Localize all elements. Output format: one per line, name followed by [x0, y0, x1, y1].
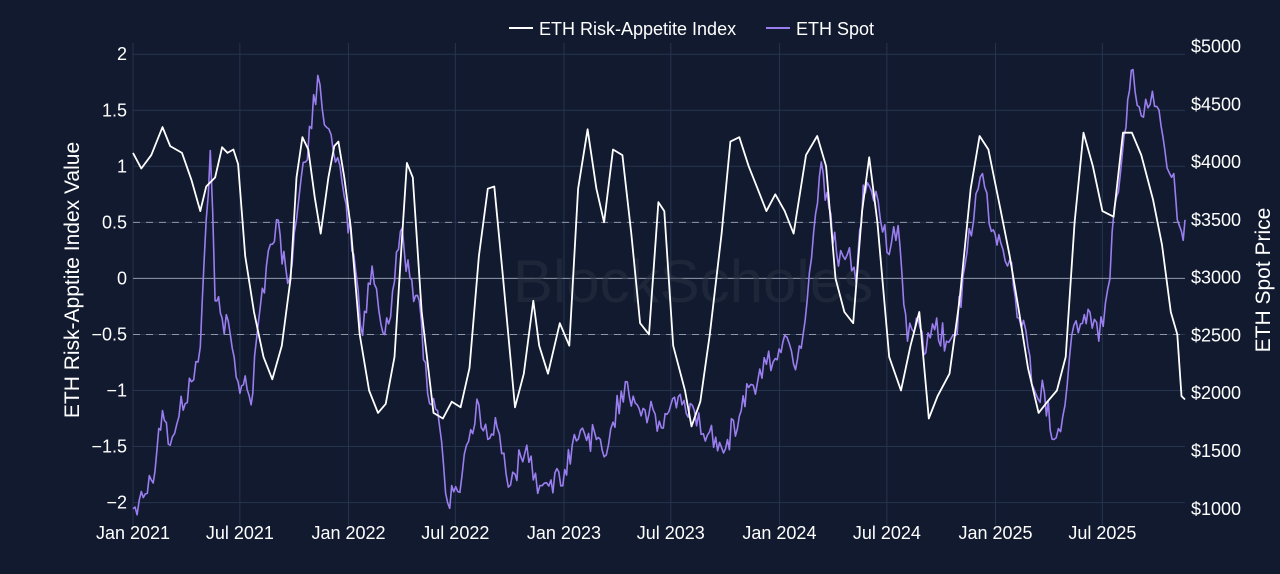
- right-tick-label: $2500: [1191, 325, 1241, 345]
- left-tick-label: −1.5: [91, 437, 127, 457]
- watermark: BlockScholes: [513, 248, 873, 315]
- legend: ETH Risk-Appetite Index ETH Spot: [509, 19, 874, 39]
- reference-lines: [133, 221, 1185, 335]
- left-tick-label: 1: [117, 156, 127, 176]
- left-tick-label: 1.5: [102, 100, 127, 120]
- left-tick-label: 0.5: [102, 212, 127, 232]
- right-tick-label: $3500: [1191, 210, 1241, 230]
- grid: [132, 43, 1185, 525]
- right-tick-label: $1000: [1191, 499, 1241, 519]
- x-axis-ticks: Jan 2021 Jul 2021 Jan 2022 Jul 2022 Jan 2023…: [96, 523, 1136, 543]
- x-tick-label: Jan 2022: [311, 523, 385, 543]
- x-tick-label: Jan 2023: [527, 523, 601, 543]
- right-tick-label: $4500: [1191, 94, 1241, 114]
- series-layer: [132, 68, 1186, 516]
- left-tick-label: −1: [106, 380, 127, 400]
- x-tick-label: Jul 2025: [1068, 523, 1136, 543]
- series-line-eth-spot[interactable]: [132, 68, 1186, 516]
- right-tick-label: $2000: [1191, 383, 1241, 403]
- left-tick-label: −2: [106, 493, 127, 513]
- x-tick-label: Jul 2024: [853, 523, 921, 543]
- x-tick-label: Jan 2024: [742, 523, 816, 543]
- right-tick-label: $4000: [1191, 152, 1241, 172]
- x-tick-label: Jul 2022: [421, 523, 489, 543]
- x-tick-label: Jan 2025: [958, 523, 1032, 543]
- right-axis-title: ETH Spot Price: [1252, 208, 1275, 353]
- left-tick-label: 2: [117, 44, 127, 64]
- left-axis-ticks: 2 1.5 1 0.5 0 −0.5 −1 −1.5 −2: [91, 44, 127, 512]
- right-tick-label: $5000: [1191, 36, 1241, 56]
- left-axis-title: ETH Risk-Apptite Index Value: [61, 142, 84, 418]
- x-tick-label: Jul 2021: [206, 523, 274, 543]
- legend-label-spot[interactable]: ETH Spot: [796, 19, 874, 39]
- right-axis-ticks: $5000 $4500 $4000 $3500 $3000 $2500 $2000 $1500…: [1191, 36, 1241, 518]
- x-tick-label: Jan 2021: [96, 523, 170, 543]
- left-tick-label: 0: [117, 268, 127, 288]
- right-tick-label: $1500: [1191, 441, 1241, 461]
- left-tick-label: −0.5: [91, 324, 127, 344]
- x-tick-label: Jul 2023: [637, 523, 705, 543]
- series-line-risk-appetite-index[interactable]: [132, 126, 1186, 428]
- right-tick-label: $3000: [1191, 268, 1241, 288]
- legend-label-index[interactable]: ETH Risk-Appetite Index: [539, 19, 736, 39]
